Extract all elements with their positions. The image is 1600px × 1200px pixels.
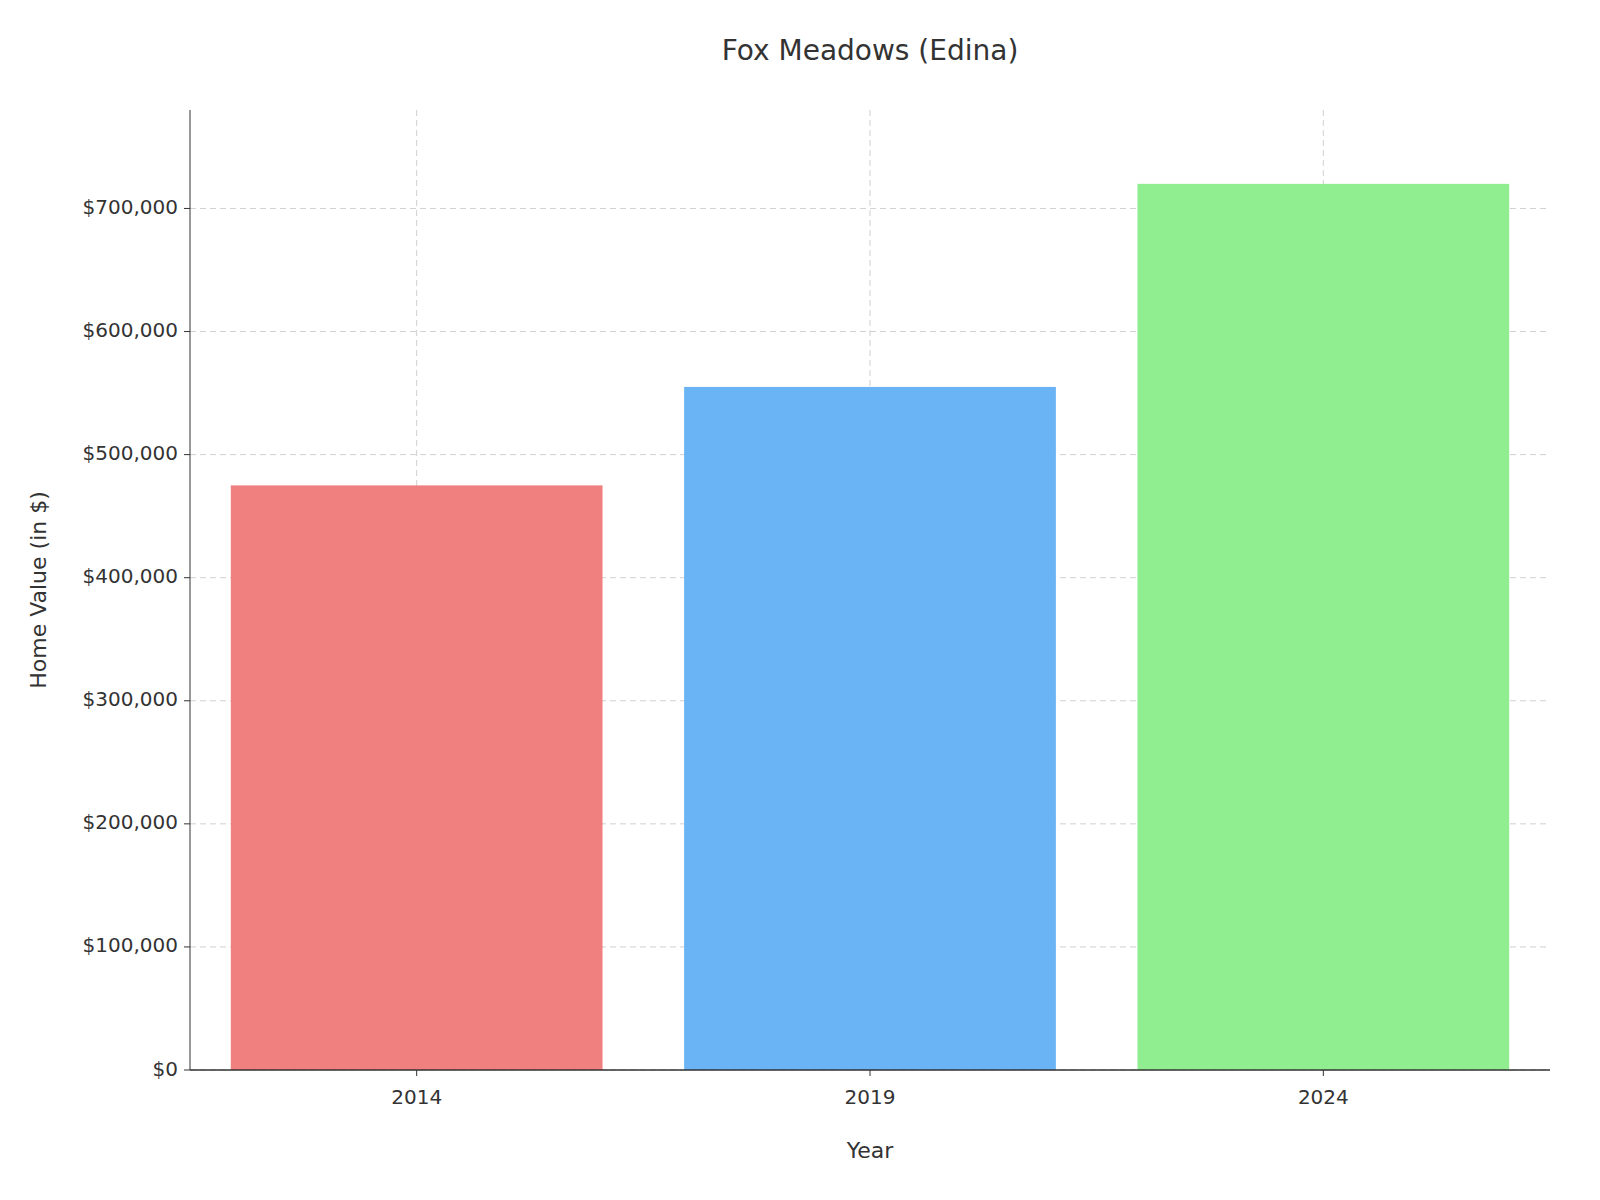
bars [231, 184, 1509, 1070]
title: Fox Meadows (Edina) [722, 34, 1019, 67]
y-axis-line [190, 110, 191, 1070]
y-tick-label: $500,000 [83, 441, 178, 465]
y-tick [184, 946, 190, 947]
x-axis-label: Year [846, 1138, 895, 1163]
y-tick [184, 1070, 190, 1071]
y-tick-label: $100,000 [83, 933, 178, 957]
bar [231, 485, 603, 1070]
chart-container: $0 $100,000 $200,000 $300,000 $400,000 $500,0… [0, 0, 1600, 1200]
x-tick [416, 1070, 417, 1076]
x-tick-label: 2014 [391, 1085, 442, 1109]
y-tick [184, 331, 190, 332]
y-tick-label: $200,000 [83, 810, 178, 834]
y-tick [184, 208, 190, 209]
y-tick [184, 577, 190, 578]
y-tick [184, 700, 190, 701]
x-tick-label: 2024 [1298, 1085, 1349, 1109]
y-tick-label: $400,000 [83, 564, 178, 588]
x-tick [870, 1070, 871, 1076]
bar [1137, 184, 1509, 1070]
grid [190, 110, 1550, 1070]
x-tick-label: 2019 [845, 1085, 896, 1109]
y-tick-label: $700,000 [83, 195, 178, 219]
y-tick [184, 454, 190, 455]
y-tick-label: $600,000 [83, 318, 178, 342]
y-axis-label: Home Value (in $) [26, 491, 51, 689]
y-tick-label: $300,000 [83, 687, 178, 711]
y-tick [184, 823, 190, 824]
axes: $0 $100,000 $200,000 $300,000 $400,000 $500,0… [83, 110, 1550, 1109]
chart: $0 $100,000 $200,000 $300,000 $400,000 $500,0… [0, 0, 1600, 1200]
y-tick-label: $0 [153, 1057, 178, 1081]
x-tick [1323, 1070, 1324, 1076]
bar [684, 387, 1056, 1070]
